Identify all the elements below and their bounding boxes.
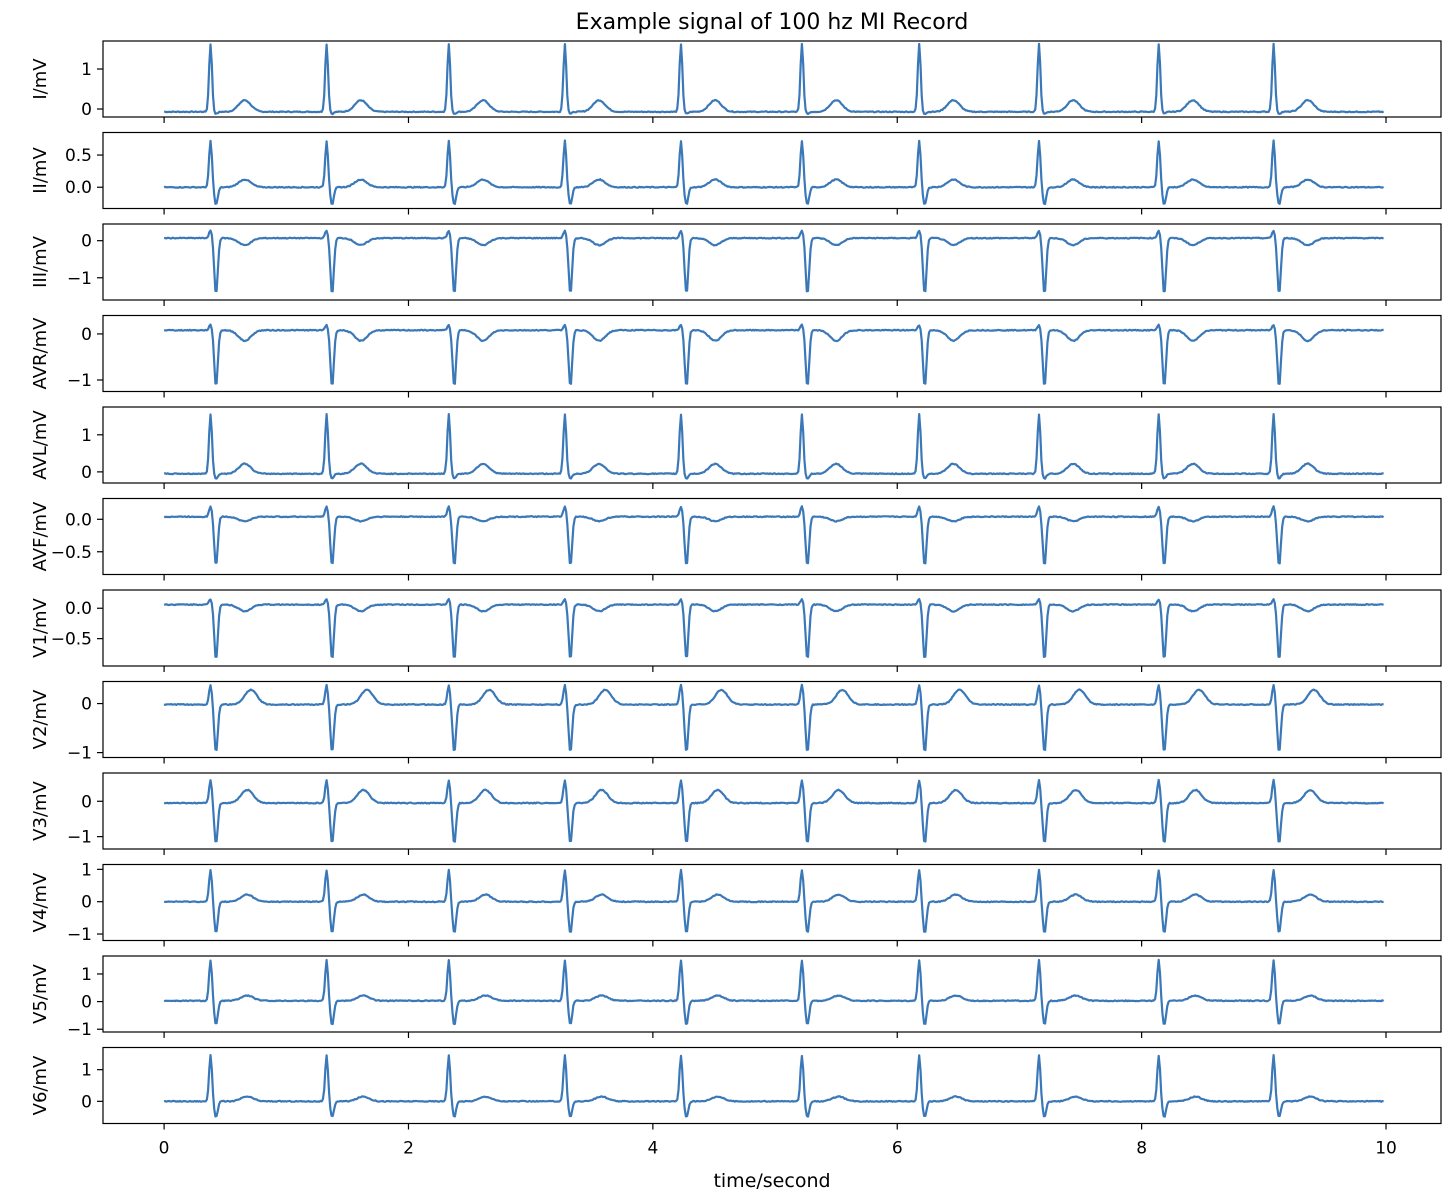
y-tick-label: 1 <box>81 965 92 985</box>
y-tick-label: 0 <box>81 463 92 483</box>
y-axis-label: I/mV <box>30 58 51 100</box>
y-axis-label: V4/mV <box>30 872 51 932</box>
x-axis: 0 2 4 6 8 10 <box>159 1139 1397 1159</box>
subplot-frame <box>102 589 1442 667</box>
y-tick-label: 0.0 <box>65 599 92 619</box>
subplot-frame <box>102 40 1442 118</box>
subplot-frame <box>102 223 1442 301</box>
y-tick-label: 0.0 <box>65 178 92 198</box>
signal-line <box>163 1053 1384 1118</box>
signal-line <box>163 778 1385 843</box>
y-tick-label: −1 <box>67 744 92 764</box>
y-tick-label: −1 <box>67 925 92 945</box>
subplot-5: 0 1 AVL/mV <box>30 406 1442 489</box>
y-axis-label: III/mV <box>30 235 51 288</box>
y-axis-label: V1/mV <box>30 597 51 657</box>
signal-line <box>164 323 1384 385</box>
y-tick-label: 0.0 <box>65 510 92 530</box>
y-tick-label: −0.5 <box>51 630 92 650</box>
subplot-3: −1 0 III/mV <box>30 223 1442 306</box>
y-tick-label: 0 <box>81 100 92 120</box>
subplot-frame <box>102 680 1442 759</box>
x-tick-label: 6 <box>892 1139 903 1159</box>
subplot-9: −1 0 V3/mV <box>30 772 1442 855</box>
signal-line <box>163 683 1384 752</box>
subplot-frame <box>102 314 1442 393</box>
x-tick-label: 8 <box>1136 1139 1147 1159</box>
y-tick-label: 1 <box>81 426 92 446</box>
y-tick-label: 0 <box>81 695 92 715</box>
y-tick-label: −1 <box>67 1020 92 1040</box>
signal-line <box>163 139 1384 206</box>
y-tick-label: −1 <box>67 371 92 391</box>
x-tick-label: 2 <box>403 1139 414 1159</box>
subplot-4: −1 0 AVR/mV <box>30 314 1442 398</box>
subplot-frame <box>102 955 1442 1033</box>
subplot-11: −1 0 1 V5/mV <box>30 955 1442 1040</box>
y-axis-label: V5/mV <box>30 963 51 1023</box>
subplot-1: 0 1 I/mV <box>30 40 1442 123</box>
y-tick-label: 0 <box>81 232 92 252</box>
y-tick-label: 0 <box>81 325 92 345</box>
y-tick-label: 0 <box>81 993 92 1013</box>
subplot-2: 0.0 0.5 II/mV <box>30 131 1442 215</box>
y-tick-label: 1 <box>81 1061 92 1081</box>
signal-line <box>163 958 1385 1026</box>
y-axis-label: V3/mV <box>30 780 51 840</box>
subplot-12: 0 1 V6/mV <box>30 1046 1442 1130</box>
subplot-frame <box>102 1046 1442 1125</box>
y-axis-label: V2/mV <box>30 689 51 749</box>
subplot-frame <box>102 863 1442 942</box>
x-tick-label: 0 <box>159 1139 170 1159</box>
y-axis-label: V6/mV <box>30 1055 51 1115</box>
signal-line <box>163 868 1384 933</box>
y-tick-label: −1 <box>67 828 92 848</box>
subplot-7: −0.5 0.0 V1/mV <box>30 589 1442 672</box>
y-axis-label: AVF/mV <box>30 501 51 571</box>
y-tick-label: −0.5 <box>51 543 92 563</box>
signal-line <box>163 505 1385 565</box>
y-axis-label: II/mV <box>30 147 51 194</box>
y-axis-label: AVR/mV <box>30 317 51 390</box>
x-axis-label: time/second <box>713 1170 830 1192</box>
signal-line <box>164 229 1384 293</box>
subplot-frame <box>102 772 1442 850</box>
x-tick-label: 10 <box>1375 1139 1397 1159</box>
y-tick-label: 0 <box>81 792 92 812</box>
y-tick-label: 1 <box>81 860 92 880</box>
y-tick-label: 0 <box>81 893 92 913</box>
y-axis-label: AVL/mV <box>30 410 51 480</box>
y-tick-label: 1 <box>81 60 92 80</box>
subplot-6: −0.5 0.0 AVF/mV <box>30 497 1442 581</box>
subplot-panels: 0 1 I/mV 0.0 0.5 II/mV −1 0 III/mV −1 0 AVR/mV 0 1 AVL… <box>30 40 1442 1130</box>
subplot-frame <box>102 131 1442 210</box>
y-tick-label: −1 <box>67 269 92 289</box>
signal-line <box>163 597 1384 659</box>
signal-line <box>163 413 1384 480</box>
signal-line <box>164 42 1385 116</box>
x-tick-label: 4 <box>647 1139 658 1159</box>
subplot-8: −1 0 V2/mV <box>30 680 1442 764</box>
subplot-frame <box>102 406 1442 484</box>
chart-title: Example signal of 100 hz MI Record <box>576 10 969 35</box>
y-tick-label: 0.5 <box>65 146 92 166</box>
subplot-10: −1 0 1 V4/mV <box>30 860 1442 947</box>
y-tick-label: 0 <box>81 1092 92 1112</box>
subplot-frame <box>102 497 1442 576</box>
